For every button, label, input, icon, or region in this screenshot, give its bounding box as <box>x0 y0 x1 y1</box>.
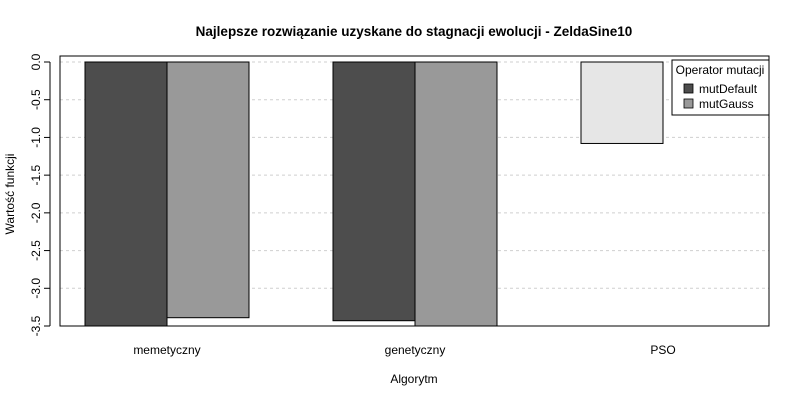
y-axis-label: Wartość funkcji <box>3 154 17 235</box>
y-tick-label: -3.0 <box>29 278 43 299</box>
bar-genetyczny-mutGauss <box>414 61 498 327</box>
y-tick-label: -3.5 <box>29 315 43 336</box>
x-tick-label: memetyczny <box>133 343 200 357</box>
x-axis-label: Algorytm <box>390 372 437 386</box>
bars <box>84 61 664 327</box>
y-tick-label: -2.5 <box>29 240 43 261</box>
y-axis: 0.0 -0.5 -1.0 -1.5 -2.0 -2.5 -3.0 -3.5 <box>29 53 51 336</box>
x-axis-labels: memetyczny genetyczny PSO <box>133 343 675 357</box>
legend-swatch-mutgauss <box>683 98 694 109</box>
y-tick-label: -2.0 <box>29 202 43 223</box>
plot-frame <box>59 55 770 327</box>
chart-title: Najlepsze rozwiązanie uzyskane do stagna… <box>196 24 633 39</box>
y-tick-label: -1.5 <box>29 164 43 185</box>
legend-label-mutgauss: mutGauss <box>699 97 754 111</box>
y-tick-label: 0.0 <box>29 53 43 70</box>
y-tick-label: -0.5 <box>29 89 43 110</box>
legend: Operator mutacji mutDefault mutGauss <box>671 59 770 116</box>
x-tick-label: PSO <box>650 343 675 357</box>
legend-title: Operator mutacji <box>676 63 765 77</box>
bar-memetyczny-mutGauss <box>166 61 250 319</box>
legend-label-mutdefault: mutDefault <box>699 82 758 96</box>
bar-genetyczny-mutDefault <box>332 61 416 322</box>
bar-memetyczny-mutDefault <box>84 61 168 327</box>
y-tick-label: -1.0 <box>29 127 43 148</box>
bar-PSO-series2 <box>580 61 664 144</box>
x-tick-label: genetyczny <box>385 343 446 357</box>
legend-swatch-mutdefault <box>683 83 694 94</box>
